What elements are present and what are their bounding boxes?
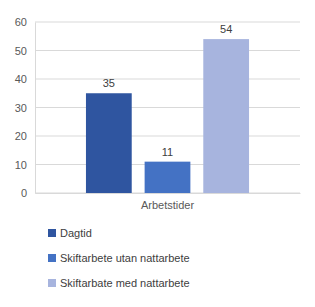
- chart-svg: 0 10 20 30 40 50 60 Arbetstider 35 11 54 Dagtid Skif…: [0, 0, 315, 307]
- y-tick-label: 60: [15, 16, 27, 28]
- x-axis: Arbetstider: [36, 193, 301, 211]
- y-tick: 30: [15, 102, 35, 114]
- grid-line: [35, 136, 300, 137]
- y-tick-label: 20: [15, 130, 27, 142]
- y-tick-label: 40: [15, 73, 27, 85]
- y-tick-label: 30: [15, 102, 27, 114]
- y-tick: 0: [21, 187, 35, 199]
- grid-line: [35, 22, 300, 23]
- grid: [35, 22, 300, 193]
- legend-swatch: [48, 229, 56, 237]
- grid-line: [35, 50, 300, 51]
- y-tick: 20: [15, 130, 35, 142]
- y-tick: 60: [15, 16, 35, 28]
- bar: [203, 39, 249, 193]
- x-tick-label: Arbetstider: [141, 199, 195, 211]
- chart-container: 0 10 20 30 40 50 60 Arbetstider 35 11 54 Dagtid Skif…: [0, 0, 315, 307]
- y-axis-line: [35, 23, 36, 194]
- bar: [145, 162, 191, 193]
- plot: 0 10 20 30 40 50 60 Arbetstider 35 11 54: [15, 16, 301, 211]
- y-axis: 0 10 20 30 40 50 60: [15, 16, 36, 199]
- y-tick-label: 50: [15, 45, 27, 57]
- y-tick-label: 0: [21, 187, 27, 199]
- legend-swatch: [48, 279, 56, 287]
- legend-item: Skiftarbate med nattarbete: [48, 277, 190, 289]
- y-tick: 10: [15, 159, 35, 171]
- data-label: 54: [220, 23, 232, 35]
- legend-swatch: [48, 254, 56, 262]
- y-tick: 40: [15, 73, 35, 85]
- legend: Dagtid Skiftarbete utan nattarbete Skiftar…: [48, 227, 190, 289]
- x-axis-line: [36, 193, 301, 194]
- data-labels: 35 11 54: [103, 23, 233, 158]
- grid-line: [35, 79, 300, 80]
- data-label: 35: [103, 77, 115, 89]
- legend-item: Dagtid: [48, 227, 92, 239]
- bar: [86, 93, 132, 193]
- grid-line: [35, 107, 300, 108]
- bars: [86, 39, 249, 193]
- data-label: 11: [162, 146, 173, 158]
- x-tick: Arbetstider: [141, 193, 195, 211]
- legend-label: Skiftarbate med nattarbete: [60, 277, 190, 289]
- y-tick-label: 10: [15, 159, 27, 171]
- y-tick: 50: [15, 45, 35, 57]
- legend-label: Skiftarbete utan nattarbete: [60, 252, 190, 264]
- legend-item: Skiftarbete utan nattarbete: [48, 252, 190, 264]
- legend-label: Dagtid: [60, 227, 92, 239]
